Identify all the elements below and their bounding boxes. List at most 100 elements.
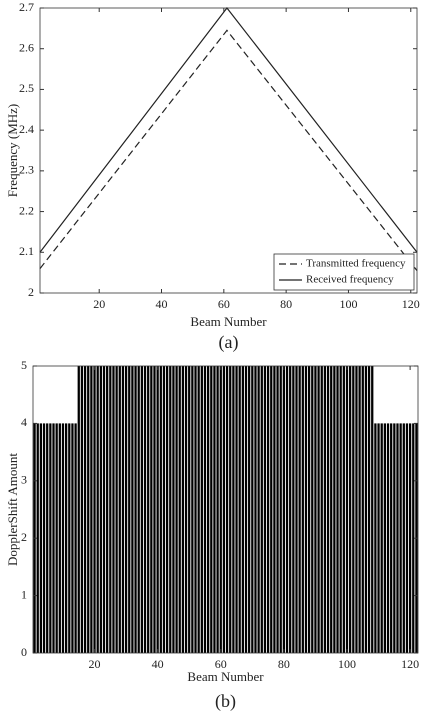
- bar: [42, 423, 46, 653]
- bar: [194, 366, 197, 653]
- legend-label: Received frequency: [306, 274, 394, 286]
- y-tick-label: 3: [21, 473, 27, 487]
- x-tick-label: 60: [218, 297, 230, 311]
- bar: [61, 423, 65, 653]
- bar: [143, 366, 147, 653]
- bar: [191, 366, 194, 653]
- bar: [358, 366, 361, 653]
- bar: [74, 423, 77, 653]
- bar: [222, 366, 226, 653]
- bar: [169, 366, 172, 653]
- bar: [175, 366, 178, 653]
- x-tick-label: 80: [278, 657, 290, 671]
- y-tick-label: 2.1: [19, 244, 34, 258]
- bar: [159, 366, 162, 653]
- bar: [77, 366, 80, 653]
- bar: [112, 366, 115, 653]
- bar: [333, 366, 336, 653]
- y-tick-label: 2.5: [19, 81, 34, 95]
- chart: 20 40 60 80 100 120 0 1 2 3 4 5 Beam Number DopplerSh…: [5, 358, 419, 712]
- y-tick-label: 1: [21, 587, 27, 601]
- bar: [380, 423, 383, 653]
- x-axis-label: Beam Number: [187, 669, 264, 684]
- x-tick-label: 40: [156, 297, 168, 311]
- bar: [326, 366, 330, 653]
- y-tick-label: 2.6: [19, 40, 34, 54]
- bar: [128, 366, 131, 653]
- plot-frame: [39, 7, 418, 294]
- bar: [361, 366, 364, 653]
- bar: [244, 366, 248, 653]
- bar: [349, 366, 352, 653]
- bar: [162, 366, 166, 653]
- bar: [55, 423, 58, 653]
- bar: [336, 366, 339, 653]
- bar: [402, 423, 405, 653]
- y-tick-label: 2.7: [19, 0, 34, 14]
- bar: [80, 366, 84, 653]
- bar: [314, 366, 317, 653]
- bar: [64, 423, 68, 653]
- bar: [134, 366, 137, 653]
- bar: [383, 423, 387, 653]
- x-tick-label: 100: [339, 297, 357, 311]
- bar: [178, 366, 181, 653]
- bar: [352, 366, 355, 653]
- bar: [266, 366, 270, 653]
- bar: [263, 366, 267, 653]
- bar: [46, 423, 49, 653]
- y-tick-label: 2.4: [19, 122, 34, 136]
- bar: [276, 366, 279, 653]
- bar: [371, 366, 374, 653]
- bar: [165, 366, 169, 653]
- bar: [405, 423, 409, 653]
- bar: [377, 423, 380, 653]
- x-tick-label: 20: [89, 657, 101, 671]
- bar: [197, 366, 200, 653]
- y-tick-label: 5: [21, 358, 27, 372]
- caption: (a): [219, 332, 239, 353]
- bar: [225, 366, 229, 653]
- bar: [93, 366, 96, 653]
- bar: [39, 423, 43, 653]
- y-axis-label: DopplerShift Amount: [5, 453, 20, 566]
- y-tick-label: 4: [21, 415, 27, 429]
- x-tick-label: 20: [93, 297, 105, 311]
- y-tick-label: 0: [21, 645, 27, 659]
- bar: [68, 423, 71, 653]
- legend-label: Transmitted frequency: [306, 258, 406, 270]
- bar: [131, 366, 134, 653]
- x-tick-label: 120: [402, 297, 420, 311]
- y-tick-label: 2: [21, 530, 27, 544]
- bar: [71, 423, 74, 653]
- bar: [257, 366, 260, 653]
- bar: [298, 366, 301, 653]
- bar: [282, 366, 286, 653]
- bar: [188, 366, 191, 653]
- bar: [213, 366, 216, 653]
- bar: [150, 366, 153, 653]
- bar: [295, 366, 298, 653]
- bar: [248, 366, 251, 653]
- bar: [219, 366, 222, 653]
- bar: [153, 366, 156, 653]
- bar: [210, 366, 213, 653]
- y-tick-label: 2: [28, 285, 34, 299]
- x-tick-label: 80: [280, 297, 292, 311]
- bar: [342, 366, 345, 653]
- bar: [393, 423, 396, 653]
- bar: [408, 423, 412, 653]
- bar: [99, 366, 102, 653]
- bar: [364, 366, 368, 653]
- bar: [412, 423, 415, 653]
- bar: [58, 423, 61, 653]
- bar: [49, 423, 52, 653]
- bar: [156, 366, 159, 653]
- bar: [137, 366, 140, 653]
- x-tick-label: 40: [152, 657, 164, 671]
- x-tick-label: 60: [215, 657, 227, 671]
- bar: [386, 423, 390, 653]
- bar: [241, 366, 244, 653]
- line: [39, 29, 418, 271]
- bar: [109, 366, 112, 653]
